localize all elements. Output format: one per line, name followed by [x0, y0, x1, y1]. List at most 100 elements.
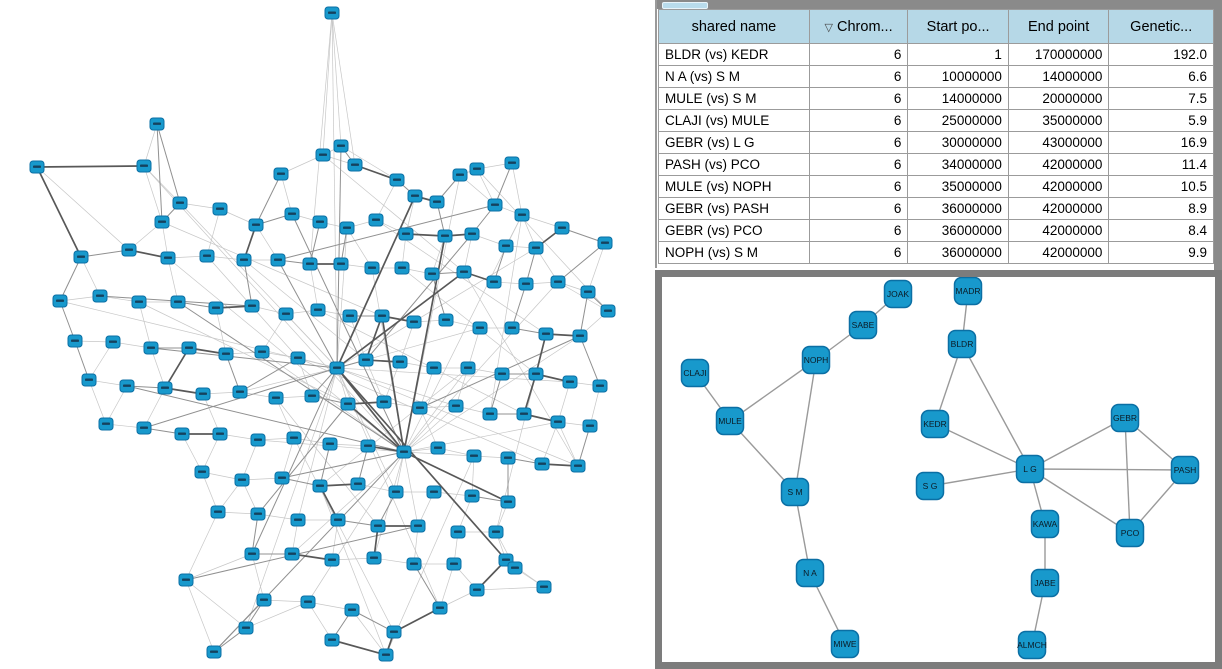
subnetwork-edge[interactable]	[929, 468, 1031, 487]
overview-edge	[245, 367, 338, 629]
subnetwork-node-NOPH[interactable]	[801, 345, 831, 375]
subnetwork-node-MULE[interactable]	[715, 406, 745, 436]
cell-value[interactable]: 6	[808, 175, 909, 198]
cell-value[interactable]: 10.5	[1108, 175, 1214, 198]
cell-value[interactable]: 42000000	[1007, 197, 1110, 220]
cell-shared-name[interactable]: GEBR (vs) PCO	[658, 219, 810, 242]
subnetwork-node-JABE[interactable]	[1030, 568, 1060, 598]
table-row[interactable]: MULE (vs) NOPH 6 35000000 42000000 10.5	[658, 175, 1214, 198]
cell-value[interactable]: 6.6	[1108, 65, 1214, 88]
subnetwork-node-SABE[interactable]	[848, 310, 878, 340]
column-header-genetic[interactable]: Genetic...	[1108, 9, 1214, 44]
cell-value[interactable]: 6	[808, 109, 909, 132]
table-row[interactable]: GEBR (vs) PCO 6 36000000 42000000 8.4	[658, 219, 1214, 242]
subnetwork-edge[interactable]	[1029, 468, 1131, 534]
cell-value[interactable]: 1	[907, 43, 1009, 66]
table-row[interactable]: NOPH (vs) S M 6 36000000 42000000 9.9	[658, 241, 1214, 264]
cell-value[interactable]: 7.5	[1108, 87, 1214, 110]
subnetwork-node-L-G[interactable]	[1015, 454, 1045, 484]
subnetwork-node-PASH[interactable]	[1170, 455, 1200, 485]
subnetwork-node-KAWA[interactable]	[1030, 509, 1060, 539]
cell-value[interactable]: 36000000	[907, 219, 1009, 242]
cell-shared-name[interactable]: CLAJI (vs) MULE	[658, 109, 810, 132]
cell-value[interactable]: 43000000	[1007, 131, 1110, 154]
cell-value[interactable]: 14000000	[907, 87, 1009, 110]
column-header-chromosome[interactable]: ▽ Chrom...	[808, 9, 909, 44]
cell-value[interactable]: 16.9	[1108, 131, 1214, 154]
overview-network-canvas[interactable]	[0, 0, 650, 669]
cell-value[interactable]: 34000000	[907, 153, 1009, 176]
subnetwork-edge[interactable]	[961, 343, 1031, 470]
subnetwork-node-BLDR[interactable]	[947, 329, 977, 359]
cell-value[interactable]: 6	[808, 131, 909, 154]
subnetwork-edge[interactable]	[729, 359, 817, 422]
cell-value[interactable]: 9.9	[1108, 241, 1214, 264]
cell-shared-name[interactable]: MULE (vs) NOPH	[658, 175, 810, 198]
cell-value[interactable]: 42000000	[1007, 153, 1110, 176]
cell-value[interactable]: 36000000	[907, 197, 1009, 220]
subnetwork-edge[interactable]	[1124, 417, 1131, 534]
cell-shared-name[interactable]: MULE (vs) S M	[658, 87, 810, 110]
cell-value[interactable]: 8.9	[1108, 197, 1214, 220]
scrollbar-thumb-fragment[interactable]	[662, 2, 708, 9]
subnetwork-edge[interactable]	[934, 423, 1031, 470]
subnetwork-node-CLAJI[interactable]	[680, 358, 710, 388]
cell-shared-name[interactable]: N A (vs) S M	[658, 65, 810, 88]
cell-value[interactable]: 6	[808, 197, 909, 220]
subnetwork-node-JOAK[interactable]	[883, 279, 913, 309]
subnetwork-node-KEDR[interactable]	[920, 409, 950, 439]
cell-value[interactable]: 20000000	[1007, 87, 1110, 110]
cell-value[interactable]: 192.0	[1108, 43, 1214, 66]
subnetwork-edge[interactable]	[794, 359, 817, 493]
subnetwork-node-GEBR[interactable]	[1110, 403, 1140, 433]
cell-value[interactable]: 6	[808, 153, 909, 176]
cell-value[interactable]: 42000000	[1007, 175, 1110, 198]
overview-edge	[309, 221, 321, 265]
cell-shared-name[interactable]: GEBR (vs) PASH	[658, 197, 810, 220]
cell-value[interactable]: 10000000	[907, 65, 1009, 88]
table-row[interactable]: BLDR (vs) KEDR 6 1 170000000 192.0	[658, 43, 1214, 66]
table-row[interactable]: PASH (vs) PCO 6 34000000 42000000 11.4	[658, 153, 1214, 176]
cell-value[interactable]: 8.4	[1108, 219, 1214, 242]
top-scrollbar-strip[interactable]	[655, 0, 1214, 9]
subnetwork-node-MIWE[interactable]	[830, 629, 860, 659]
cell-value[interactable]: 6	[808, 87, 909, 110]
cell-value[interactable]: 35000000	[1007, 109, 1110, 132]
table-row[interactable]: CLAJI (vs) MULE 6 25000000 35000000 5.9	[658, 109, 1214, 132]
subnetwork-node-N-A[interactable]	[795, 558, 825, 588]
subnetwork-node-ALMCH[interactable]	[1017, 630, 1047, 660]
table-row[interactable]: GEBR (vs) PASH 6 36000000 42000000 8.9	[658, 197, 1214, 220]
cell-value[interactable]: 30000000	[907, 131, 1009, 154]
cell-value[interactable]: 6	[808, 219, 909, 242]
subnetwork-edge[interactable]	[1029, 468, 1186, 471]
subnetwork-edge[interactable]	[1029, 417, 1126, 470]
cell-value[interactable]: 5.9	[1108, 109, 1214, 132]
cell-value[interactable]: 6	[808, 241, 909, 264]
cell-value[interactable]: 42000000	[1007, 241, 1110, 264]
cell-value[interactable]: 170000000	[1007, 43, 1110, 66]
cell-value[interactable]: 36000000	[907, 241, 1009, 264]
table-row[interactable]: GEBR (vs) L G 6 30000000 43000000 16.9	[658, 131, 1214, 154]
column-header-end-point[interactable]: End point	[1007, 9, 1110, 44]
cell-shared-name[interactable]: GEBR (vs) L G	[658, 131, 810, 154]
cell-value[interactable]: 35000000	[907, 175, 1009, 198]
column-header-shared-name[interactable]: shared name	[658, 9, 810, 44]
sort-filter-icon[interactable]: ▽	[824, 21, 834, 34]
subnetwork-node-S-G[interactable]	[915, 471, 945, 501]
cell-shared-name[interactable]: PASH (vs) PCO	[658, 153, 810, 176]
cell-shared-name[interactable]: NOPH (vs) S M	[658, 241, 810, 264]
column-header-start-point[interactable]: Start po...	[907, 9, 1009, 44]
cell-value[interactable]: 11.4	[1108, 153, 1214, 176]
cell-value[interactable]: 25000000	[907, 109, 1009, 132]
cell-value[interactable]: 42000000	[1007, 219, 1110, 242]
table-row[interactable]: MULE (vs) S M 6 14000000 20000000 7.5	[658, 87, 1214, 110]
cell-value[interactable]: 14000000	[1007, 65, 1110, 88]
subnetwork-node-S-M[interactable]	[780, 477, 810, 507]
cell-value[interactable]: 6	[808, 43, 909, 66]
cell-shared-name[interactable]: BLDR (vs) KEDR	[658, 43, 810, 66]
subnetwork-node-PCO[interactable]	[1115, 518, 1145, 548]
table-row[interactable]: N A (vs) S M 6 10000000 14000000 6.6	[658, 65, 1214, 88]
subnetwork-canvas[interactable]: JOAK MADR SABE NOPH CLAJI BLDR MULE KEDR GEBR S M…	[662, 277, 1215, 662]
subnetwork-node-MADR[interactable]	[953, 277, 983, 306]
cell-value[interactable]: 6	[808, 65, 909, 88]
